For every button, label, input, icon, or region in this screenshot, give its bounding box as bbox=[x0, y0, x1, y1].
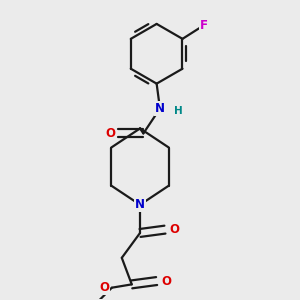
Text: N: N bbox=[155, 102, 165, 115]
Text: O: O bbox=[169, 223, 179, 236]
Text: H: H bbox=[174, 106, 183, 116]
Text: O: O bbox=[161, 274, 171, 288]
Text: O: O bbox=[105, 127, 115, 140]
Text: N: N bbox=[135, 198, 145, 211]
Text: O: O bbox=[100, 281, 110, 294]
Text: F: F bbox=[200, 19, 208, 32]
